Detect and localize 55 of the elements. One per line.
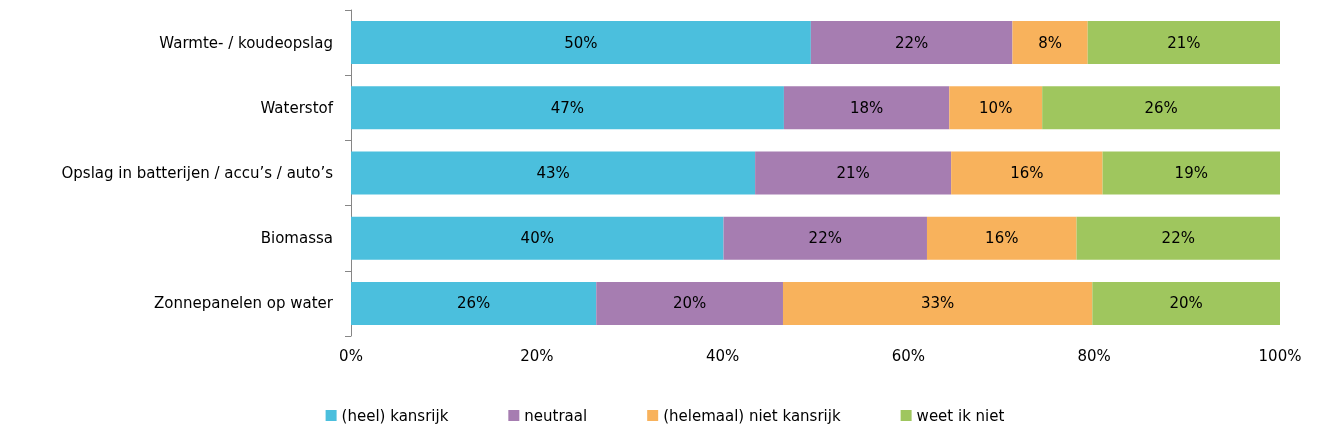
- data-label: 40%: [520, 229, 554, 248]
- x-tick-label: 60%: [891, 346, 926, 365]
- y-tick-label: Biomassa: [260, 229, 333, 248]
- data-label: 22%: [808, 229, 842, 248]
- legend-label: neutraal: [524, 406, 588, 425]
- legend-label: weet ik niet: [916, 406, 1005, 425]
- data-label: 10%: [979, 98, 1013, 117]
- bar: [949, 86, 1043, 130]
- data-label: 33%: [920, 294, 955, 313]
- x-tick-label: 100%: [1258, 346, 1302, 365]
- y-tick-label: Zonnepanelen op water: [153, 294, 334, 313]
- y-tick-label: Waterstof: [260, 98, 334, 117]
- bar: [351, 151, 756, 195]
- data-label: 26%: [1144, 98, 1178, 117]
- data-label: 21%: [836, 164, 870, 182]
- bar: [1042, 86, 1280, 130]
- bar: [596, 281, 783, 325]
- data-label: 18%: [849, 98, 884, 117]
- data-label: 20%: [672, 294, 707, 313]
- bar: [755, 151, 952, 195]
- data-label: 8%: [1038, 33, 1062, 52]
- y-tick-label: Warmte- / koudeopslag: [159, 33, 333, 52]
- x-tick-label: 80%: [1077, 346, 1111, 365]
- data-label: 47%: [550, 98, 585, 117]
- bar: [351, 21, 811, 65]
- bar: [351, 281, 597, 325]
- legend-label: (heel) kansrijk: [341, 406, 449, 425]
- bar: [351, 86, 784, 130]
- bar: [351, 216, 724, 260]
- data-label: 21%: [1167, 33, 1201, 52]
- bar: [1092, 281, 1280, 325]
- bar: [1076, 216, 1280, 260]
- bar: [951, 151, 1103, 195]
- x-tick-label: 0%: [339, 346, 363, 365]
- data-label: 19%: [1174, 164, 1208, 182]
- data-label: 22%: [894, 33, 929, 52]
- x-tick-label: 40%: [705, 346, 740, 365]
- bar: [783, 86, 950, 130]
- bar: [926, 216, 1077, 260]
- bar: [810, 21, 1013, 65]
- bar: [1087, 21, 1280, 65]
- data-label: 43%: [536, 164, 570, 182]
- data-label: 16%: [985, 229, 1019, 248]
- bar: [782, 281, 1093, 325]
- data-label: 20%: [1169, 294, 1203, 313]
- data-label: 26%: [456, 294, 491, 313]
- x-tick-label: 20%: [520, 346, 554, 365]
- data-label: 50%: [564, 33, 598, 52]
- data-label: 22%: [1161, 229, 1195, 248]
- bar: [1102, 151, 1280, 195]
- y-tick-label: Opslag in batterijen / accu’s / auto’s: [61, 164, 334, 182]
- bar: [723, 216, 927, 260]
- legend-label: (helemaal) niet kansrijk: [663, 406, 841, 425]
- bar: [1012, 21, 1088, 65]
- data-label: 16%: [1010, 164, 1044, 182]
